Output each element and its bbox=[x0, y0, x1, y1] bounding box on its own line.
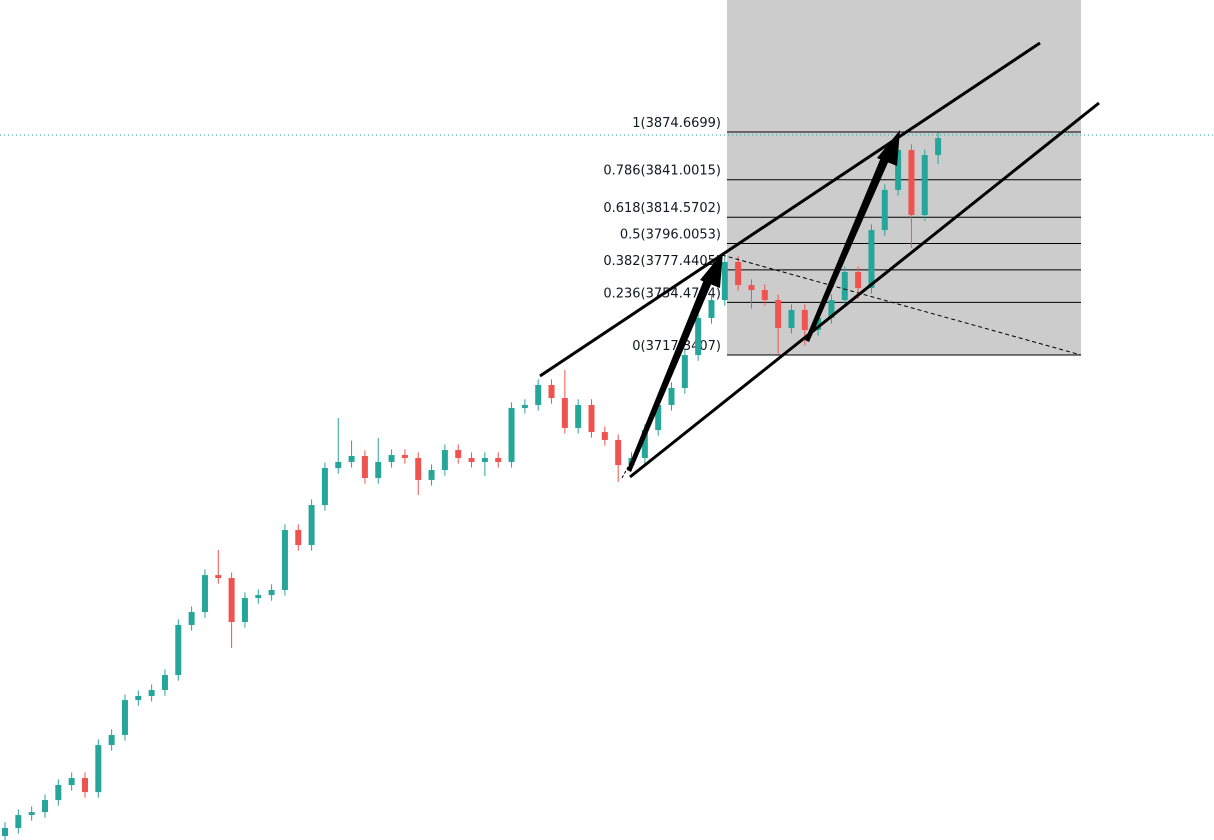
candle-body bbox=[321, 468, 328, 506]
candle-body bbox=[148, 690, 155, 696]
candle-body bbox=[495, 457, 502, 462]
candle-body bbox=[361, 456, 368, 478]
candle-body bbox=[55, 785, 62, 801]
fib-background bbox=[727, 0, 1081, 356]
candle-body bbox=[881, 189, 888, 231]
candle-body bbox=[308, 505, 315, 546]
candle-body bbox=[348, 456, 355, 462]
candle-body bbox=[695, 317, 702, 356]
fib-label: 1(3874.6699) bbox=[632, 116, 721, 131]
candle-body bbox=[468, 457, 475, 462]
channel-lower bbox=[629, 101, 1100, 479]
candle-body bbox=[41, 800, 48, 813]
candle-body bbox=[388, 455, 395, 462]
candle-body bbox=[535, 384, 542, 405]
candles bbox=[2, 131, 942, 840]
candle-body bbox=[188, 612, 195, 625]
fib-label: 0.382(3777.4405) bbox=[603, 254, 721, 269]
candle-body bbox=[161, 675, 168, 691]
candle-body bbox=[615, 439, 622, 466]
channel-upper bbox=[539, 41, 1041, 378]
candle-body bbox=[508, 407, 515, 462]
candle-body bbox=[428, 470, 435, 480]
candle-body bbox=[748, 285, 755, 291]
candle-body bbox=[401, 455, 408, 458]
candle-body bbox=[561, 398, 568, 428]
candle-body bbox=[135, 695, 142, 701]
candle-body bbox=[521, 404, 528, 408]
candle-body bbox=[868, 230, 875, 289]
candle-body bbox=[735, 261, 742, 286]
candle-body bbox=[335, 461, 342, 469]
candle-body bbox=[548, 384, 555, 399]
candle-body bbox=[241, 598, 248, 622]
arrow-head bbox=[700, 252, 723, 288]
candle-body bbox=[801, 310, 808, 330]
candle-body bbox=[108, 734, 115, 746]
fib-label: 0.618(3814.5702) bbox=[603, 201, 721, 216]
candle-body bbox=[201, 575, 208, 613]
candle-body bbox=[295, 529, 302, 546]
candle-body bbox=[841, 272, 848, 301]
candle-body bbox=[175, 624, 182, 676]
fib-zone bbox=[727, 0, 1081, 356]
candle-body bbox=[855, 272, 862, 289]
candle-body bbox=[761, 290, 768, 301]
candle-body bbox=[481, 457, 488, 462]
candle-body bbox=[908, 149, 915, 216]
candle-body bbox=[681, 355, 688, 388]
candle-body bbox=[441, 450, 448, 471]
candle-body bbox=[68, 778, 75, 786]
candle-body bbox=[95, 745, 102, 793]
candle-body bbox=[575, 404, 582, 428]
candle-body bbox=[708, 300, 715, 318]
fib-label: 0.5(3796.0053) bbox=[620, 228, 721, 243]
candle-body bbox=[788, 310, 795, 329]
arrow bbox=[627, 277, 713, 472]
dashed-line bbox=[721, 254, 1082, 356]
candle-body bbox=[775, 300, 782, 329]
candle-body bbox=[375, 461, 382, 478]
candle-body bbox=[588, 404, 595, 433]
candle-body bbox=[655, 404, 662, 431]
candle-body bbox=[415, 457, 422, 480]
candle-body bbox=[81, 778, 88, 793]
candle-body bbox=[668, 387, 675, 405]
drawings bbox=[539, 41, 1100, 479]
candle-body bbox=[215, 575, 222, 579]
candle-body bbox=[455, 450, 462, 458]
candle-body bbox=[921, 155, 928, 216]
candle-body bbox=[641, 430, 648, 458]
candle-body bbox=[935, 138, 942, 156]
fib-label: 0.786(3841.0015) bbox=[603, 164, 721, 179]
candle-body bbox=[895, 149, 902, 190]
candle-body bbox=[121, 700, 128, 735]
candle-body bbox=[255, 595, 262, 599]
candle-body bbox=[601, 432, 608, 440]
candle-body bbox=[281, 529, 288, 590]
arrow-head bbox=[877, 130, 900, 166]
candle-body bbox=[28, 812, 35, 816]
candle-body bbox=[15, 815, 22, 828]
arrow bbox=[805, 155, 890, 342]
candle-body bbox=[721, 261, 728, 301]
candle-body bbox=[815, 317, 822, 330]
candle-body bbox=[828, 300, 835, 318]
candle-body bbox=[2, 827, 8, 837]
candle-body bbox=[268, 589, 275, 596]
candle-body bbox=[228, 578, 235, 622]
